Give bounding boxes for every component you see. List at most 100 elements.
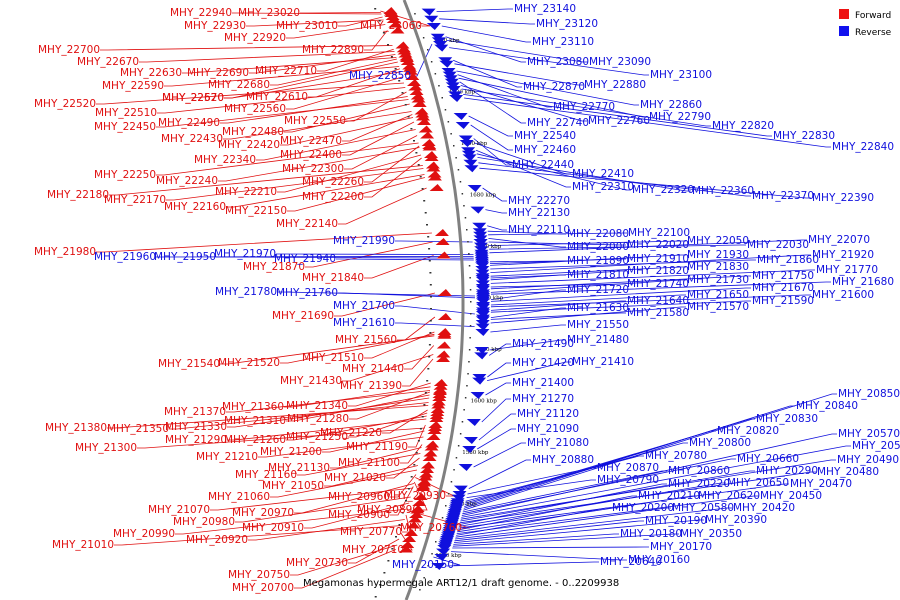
reverse-gene-label: MHY_22320 [632,184,694,196]
reverse-gene-label: MHY_21990 [333,235,395,247]
forward-gene-arrow [423,449,438,457]
forward-gene-label: MHY_22240 [156,175,218,187]
reverse-connector [454,520,644,542]
forward-gene-arrow [418,125,433,133]
reverse-gene-arrow [431,563,446,570]
forward-connector [322,430,425,453]
forward-gene-label: MHY_21070 [148,504,210,516]
forward-gene-arrow [390,26,405,34]
scale-dot [470,301,472,303]
scale-dot [457,445,460,447]
forward-gene-label: MHY_21340 [286,400,348,412]
forward-gene-label: MHY_20980 [173,516,235,528]
reverse-gene-label: MHY_21120 [517,408,579,420]
forward-gene-label: MHY_21520 [218,357,280,369]
forward-gene-label: MHY_22610 [246,91,308,103]
reverse-connector [465,455,644,502]
reverse-gene-label: MHY_21910 [627,253,689,265]
reverse-connector [490,294,686,306]
reverse-connector [490,324,566,333]
reverse-gene-arrow [474,347,489,354]
reverse-gene-arrow [474,251,489,259]
forward-gene-label: MHY_21350 [107,423,169,435]
reverse-connector [216,256,474,259]
forward-gene-label: MHY_21380 [45,422,107,434]
reverse-connector [441,25,531,43]
scale-dot [429,320,432,322]
forward-connector [297,453,421,476]
reverse-gene-arrow [458,135,473,143]
scale-tick-label: 1700 kbp [461,141,488,147]
reverse-gene-arrow [451,494,466,502]
forward-gene-label: MHY_21430 [280,375,342,387]
forward-gene-arrow [426,164,441,172]
reverse-gene-arrow [463,159,478,167]
reverse-connector [489,258,626,264]
forward-connector [235,496,411,523]
reverse-gene-label: MHY_20830 [756,413,818,425]
reverse-gene-label: MHY_20210 [638,490,700,502]
reverse-connector [276,253,474,256]
reverse-connector [479,167,811,199]
forward-gene-label: MHY_20960 [328,491,390,503]
reverse-connector [459,471,816,524]
reverse-connector [489,244,746,250]
scale-dot [401,92,404,94]
forward-gene-label: MHY_22560 [224,103,286,115]
forward-gene-label: MHY_22210 [215,186,277,198]
scale-dot [427,565,429,567]
forward-connector [223,111,412,140]
forward-gene-arrow [413,493,428,500]
reverse-connector [460,85,587,122]
scale-dot [390,56,393,58]
forward-connector [284,386,431,408]
reverse-gene-arrow [474,352,489,360]
reverse-gene-label: MHY_21760 [276,287,338,299]
reverse-gene-arrows [421,8,490,570]
scale-dot-markers [374,8,472,598]
reverse-connector [452,546,649,549]
forward-gene-arrow [424,443,439,451]
reverse-connector [457,74,552,108]
scale-dot [468,361,470,363]
reverse-connector [459,483,667,525]
forward-gene-arrow [416,482,431,490]
reverse-gene-label: MHY_21950 [154,251,216,263]
forward-connector [317,48,394,72]
forward-gene-label: MHY_20750 [228,569,290,581]
scale-dot [459,181,462,183]
forward-connector [277,154,422,193]
scale-dot [407,116,410,118]
reverse-gene-arrow [464,165,479,173]
forward-gene-label: MHY_20930 [384,490,446,502]
forward-gene-label: MHY_22260 [302,176,364,188]
reverse-gene-arrow [473,242,488,250]
reverse-gene-arrow [421,8,436,16]
forward-gene-label: MHY_22630 [120,67,182,79]
reverse-connector [470,124,513,151]
scale-dot [447,493,450,495]
reverse-connector [488,232,627,236]
scale-dot [468,253,470,255]
forward-connector [386,457,420,479]
reverse-gene-label: MHY_23100 [650,69,712,81]
reverse-gene-label: MHY_21420 [512,357,574,369]
reverse-gene-arrow [472,228,487,236]
forward-gene-label: MHY_20760 [400,522,462,534]
scale-dot [379,584,382,586]
forward-gene-arrow [402,535,417,542]
forward-gene-label: MHY_22250 [94,169,156,181]
scale-dot [470,313,472,315]
legend-reverse-swatch [839,26,849,36]
reverse-connector [452,533,679,547]
reverse-connector [490,269,815,284]
scale-dot [435,541,437,543]
reverse-gene-arrow [461,147,476,155]
reverse-gene-arrow [439,60,454,68]
reverse-connector [490,254,686,266]
reverse-gene-arrow [430,33,445,41]
forward-gene-label: MHY_22300 [282,163,344,175]
reverse-gene-label: MHY_20350 [680,528,742,540]
